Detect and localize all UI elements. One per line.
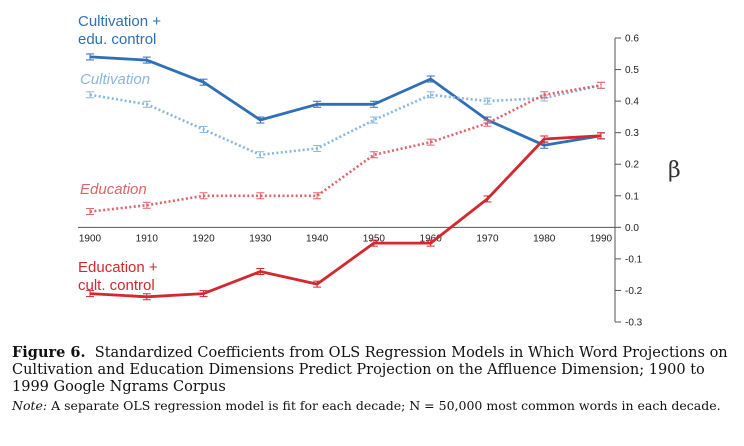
- y-tick-label: 0.4: [625, 97, 639, 108]
- series-label-line: Cultivation +: [78, 13, 161, 30]
- x-tick-label: 1970: [476, 233, 499, 244]
- data-point: [313, 100, 322, 108]
- data-point: [540, 135, 549, 143]
- data-point: [369, 239, 378, 247]
- series-label-0: Cultivation + edu. control: [78, 13, 161, 48]
- data-point: [483, 97, 492, 105]
- y-tick-label: 0.1: [625, 191, 639, 202]
- series-line: [89, 134, 602, 299]
- data-point: [426, 75, 435, 83]
- y-tick-label: -0.1: [625, 254, 643, 265]
- x-tick-label: 1950: [363, 233, 386, 244]
- data-point: [483, 195, 492, 203]
- note-text: A separate OLS regression model is fit f…: [51, 398, 721, 413]
- x-tick-label: 1980: [533, 233, 556, 244]
- data-point: [540, 91, 549, 99]
- data-point: [142, 56, 151, 64]
- series-label-2: Education: [80, 181, 147, 198]
- y-tick-label: 0.6: [625, 34, 639, 45]
- y-axis-label: β: [668, 158, 681, 183]
- caption-title-text: Standardized Coefficients from OLS Regre…: [12, 345, 728, 395]
- data-point: [199, 192, 208, 200]
- data-point: [142, 100, 151, 108]
- y-tick-label: 0.5: [625, 65, 639, 76]
- series-2: [86, 81, 605, 216]
- y-tick-label: 0.2: [625, 160, 639, 171]
- data-point: [199, 290, 208, 298]
- data-point: [86, 53, 94, 61]
- data-point: [597, 132, 605, 140]
- data-point: [426, 239, 435, 247]
- series-lines: [86, 53, 605, 301]
- data-point: [199, 78, 208, 86]
- y-tick-label: -0.2: [625, 286, 643, 297]
- series-3: [86, 132, 605, 301]
- data-point: [369, 100, 378, 108]
- series-label-line: edu. control: [78, 31, 156, 48]
- x-tick-label: 1930: [249, 233, 272, 244]
- data-point: [256, 268, 265, 276]
- series-label-line: Cultivation: [80, 71, 150, 88]
- x-tick-label: 1920: [192, 233, 215, 244]
- data-point: [426, 138, 435, 146]
- series-line: [89, 84, 602, 157]
- caption-note: Note: A separate OLS regression model is…: [12, 398, 736, 414]
- y-tick-label: 0.3: [625, 128, 639, 139]
- y-tick-label: 0.0: [625, 223, 639, 234]
- note-label: Note:: [12, 398, 48, 413]
- axes: 0.6 0.5 0.4 0.3 0.2 0.1 0.0 -0.1 -0.2 -0.3 β 1900 19…: [78, 34, 681, 329]
- data-point: [256, 116, 265, 124]
- data-point: [313, 280, 322, 288]
- data-point: [142, 201, 151, 209]
- x-tick-label: 1900: [79, 233, 102, 244]
- series-1: [86, 81, 605, 159]
- data-point: [597, 81, 605, 89]
- data-point: [426, 91, 435, 99]
- series-label-line: Education +: [78, 259, 158, 276]
- series-label-line: cult. control: [78, 277, 155, 294]
- data-point: [313, 192, 322, 200]
- x-tick-label: 1940: [306, 233, 329, 244]
- data-point: [369, 116, 378, 124]
- data-point: [199, 126, 208, 134]
- figure-label: Figure 6.: [12, 344, 86, 361]
- data-point: [142, 293, 151, 301]
- y-tick-label: -0.3: [625, 318, 643, 329]
- line-chart: 0.6 0.5 0.4 0.3 0.2 0.1 0.0 -0.1 -0.2 -0.3 β 1900 19…: [78, 13, 681, 329]
- data-point: [369, 151, 378, 159]
- series-label-1: Cultivation: [80, 71, 150, 88]
- data-point: [256, 192, 265, 200]
- data-point: [313, 144, 322, 152]
- data-point: [86, 208, 94, 216]
- figure-caption: Figure 6. Standardized Coefficients from…: [12, 344, 736, 414]
- series-label-line: Education: [80, 181, 147, 198]
- x-tick-label: 1960: [420, 233, 443, 244]
- series-0: [86, 53, 605, 149]
- series-label-3: Education + cult. control: [78, 259, 158, 294]
- x-tick-label: 1910: [136, 233, 159, 244]
- series-labels: Cultivation + edu. control Cultivation Educ…: [78, 13, 161, 294]
- data-point: [86, 290, 94, 298]
- x-tick-label: 1990: [590, 233, 613, 244]
- series-line: [89, 55, 602, 147]
- caption-title: Figure 6. Standardized Coefficients from…: [12, 344, 736, 396]
- data-point: [256, 151, 265, 159]
- data-point: [86, 91, 94, 99]
- data-point: [483, 119, 492, 127]
